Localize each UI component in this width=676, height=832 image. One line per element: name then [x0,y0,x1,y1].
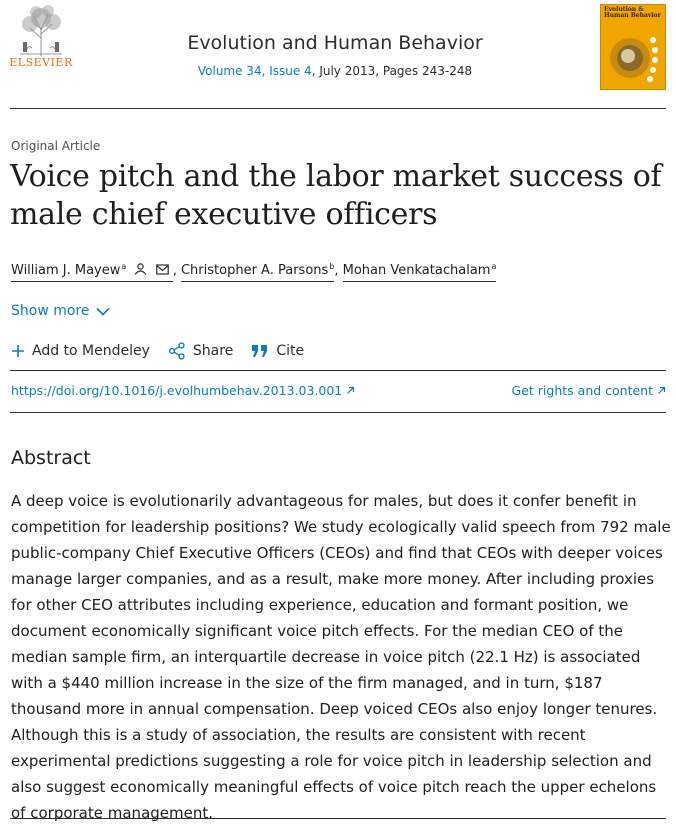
cite-label: Cite [276,343,305,359]
get-rights-label: Get rights and content [511,383,654,398]
abstract-heading: Abstract [11,447,91,469]
get-rights-link[interactable]: Get rights and content [512,383,666,398]
issue-link[interactable]: Volume 34, Issue 4 [197,64,312,78]
add-to-mendeley-button[interactable]: Add to Mendeley [11,343,150,359]
issue-info: Volume 34, Issue 4, July 2013, Pages 243… [140,64,530,78]
show-more-button[interactable]: Show more [11,303,110,319]
cover-title: Evolution & Human Behavior [604,6,661,19]
journal-title[interactable]: Evolution and Human Behavior [187,32,483,54]
issue-date-pages: , July 2013, Pages 243-248 [311,64,473,78]
author-link-mayew[interactable]: William J. Mayewa [11,262,173,283]
arrow-up-right-icon [658,386,666,394]
elsevier-tree-icon [8,4,74,58]
header-divider [10,108,666,109]
elsevier-logo[interactable] [8,4,74,76]
chevron-down-icon [95,307,110,316]
author-affiliation-sup: a [491,262,497,271]
author-affiliation-sup: a [121,262,127,271]
doi-divider [10,412,666,413]
author-link-venkatachalam[interactable]: Mohan Venkatachalama [342,262,497,283]
doi-text: https://doi.org/10.1016/j.evolhumbehav.2… [11,383,343,398]
share-button[interactable]: Share [168,342,233,360]
article-title: Voice pitch and the labor market success… [10,159,662,232]
article-type: Original Article [11,139,101,153]
author-name: William J. Mayew [11,263,121,279]
add-to-mendeley-label: Add to Mendeley [32,343,150,359]
journal-cover-thumbnail[interactable]: Evolution & Human Behavior [600,4,666,90]
author-separator: , [172,263,181,279]
actions-divider [10,370,666,371]
author-name: Mohan Venkatachalam [342,263,491,279]
abstract-bottom-divider [10,818,666,819]
author-affiliation-sup: b [329,262,335,271]
cite-button[interactable]: Cite [251,343,304,359]
author-name: Christopher A. Parsons [180,263,329,279]
abstract-body: A deep voice is evolutionarily advantage… [11,492,671,822]
author-list: William J. Mayewa , Christopher A. Parso… [11,262,497,283]
arrow-up-right-icon [347,386,355,394]
share-label: Share [192,343,234,359]
author-link-parsons[interactable]: Christopher A. Parsonsb [180,262,335,283]
article-actions: Add to Mendeley Share Cite [11,342,322,360]
quote-icon [252,345,268,357]
doi-link[interactable]: https://doi.org/10.1016/j.evolhumbehav.2… [11,383,355,398]
show-more-label: Show more [11,303,90,319]
share-icon [168,342,185,360]
publisher-name: ELSEVIER [9,56,73,69]
person-icon [134,263,147,276]
author-separator: , [334,263,343,279]
cover-art-icon [610,37,658,82]
mail-icon [155,264,169,275]
plus-icon [12,345,24,357]
